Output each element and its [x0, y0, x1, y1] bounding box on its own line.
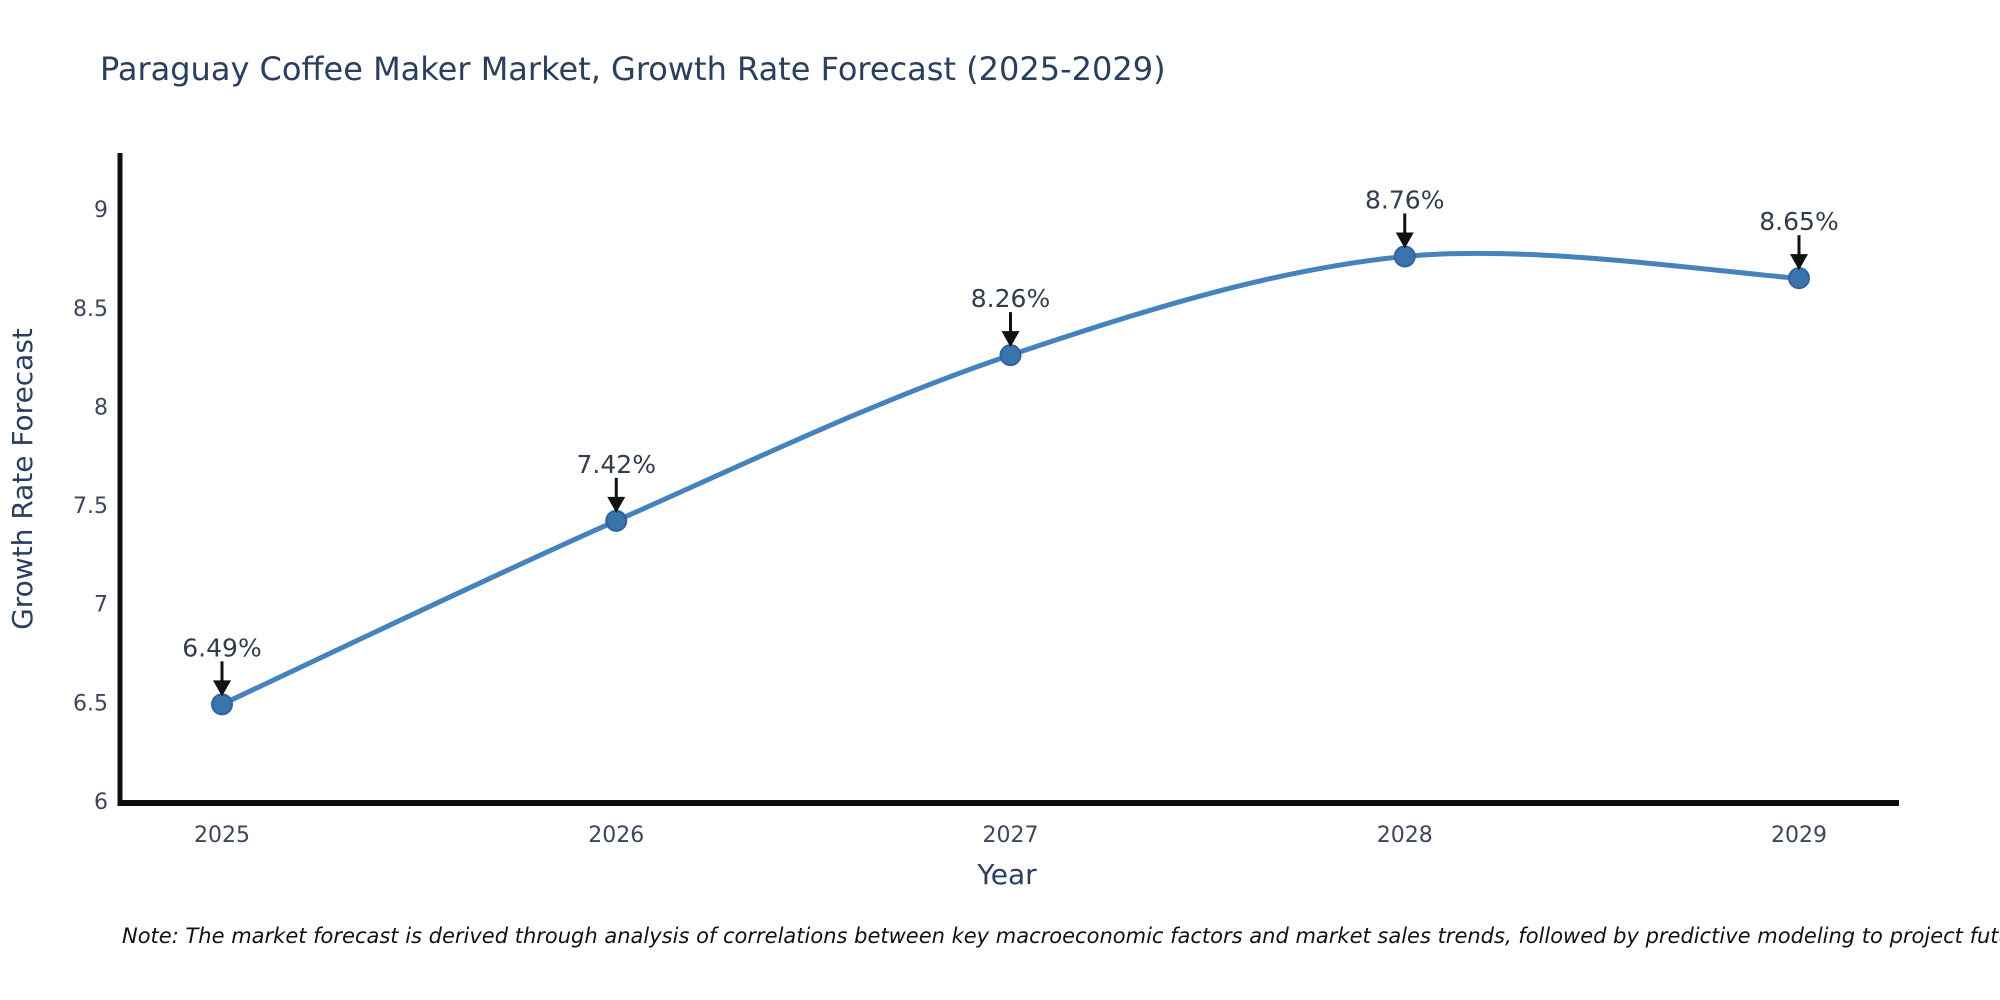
y-tick-label: 7.5: [73, 494, 108, 519]
y-tick-label: 9: [94, 198, 108, 223]
point-annotation-label: 8.65%: [1759, 207, 1838, 236]
y-tick-label: 6.5: [73, 691, 108, 716]
x-tick-label: 2025: [194, 823, 250, 848]
y-axis-title: Growth Rate Forecast: [6, 328, 39, 630]
x-tick-label: 2029: [1771, 823, 1827, 848]
y-tick-label: 8.5: [73, 297, 108, 322]
data-point-2027: [999, 344, 1022, 367]
y-tick-label: 7: [94, 593, 108, 618]
point-annotation-label: 6.49%: [182, 633, 261, 662]
point-annotation-label: 7.42%: [577, 450, 656, 479]
annotation-arrow-head: [1790, 254, 1808, 271]
annotation-arrow-head: [1395, 232, 1414, 249]
y-tick-label: 8: [94, 395, 108, 420]
x-tick-label: 2027: [983, 823, 1039, 848]
footnote: Note: The market forecast is derived thr…: [122, 924, 2000, 948]
annotation-arrow-head: [1001, 331, 1020, 348]
y-tick-label: 6: [94, 790, 108, 815]
point-annotation-label: 8.26%: [971, 284, 1050, 313]
x-tick-label: 2028: [1377, 823, 1433, 848]
data-point-2026: [605, 509, 628, 532]
data-point-2029: [1788, 267, 1810, 290]
data-point-2025: [211, 693, 233, 716]
data-point-2028: [1393, 245, 1416, 268]
annotation-arrow-head: [607, 496, 626, 513]
annotation-arrow-head: [213, 680, 231, 697]
point-annotation-label: 8.76%: [1365, 185, 1444, 214]
x-tick-label: 2026: [588, 823, 644, 848]
chart-title: Paraguay Coffee Maker Market, Growth Rat…: [100, 50, 1166, 88]
x-axis-title: Year: [976, 858, 1037, 891]
